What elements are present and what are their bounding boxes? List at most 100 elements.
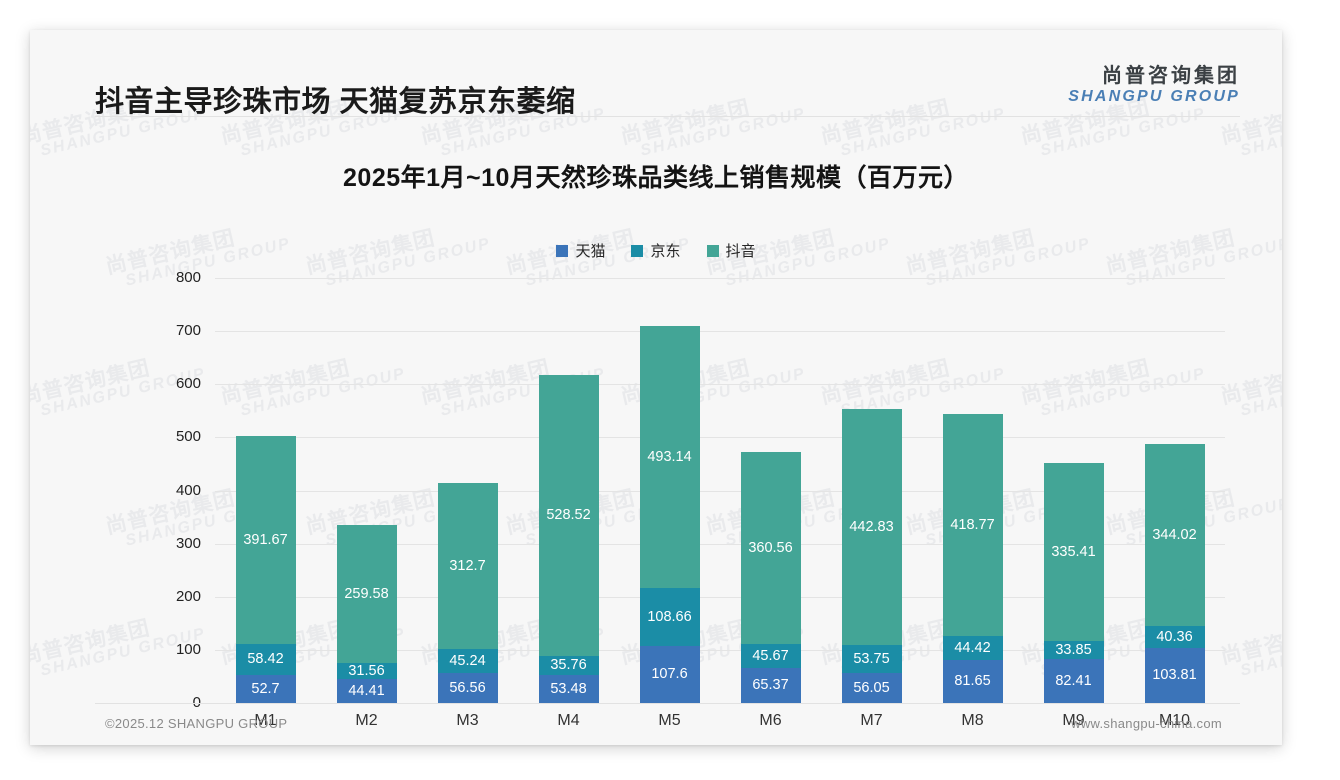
bar-segment-天猫[interactable]: 107.6: [639, 645, 700, 703]
bar-value-label: 53.75: [853, 650, 890, 667]
bar-value-label: 65.37: [752, 677, 789, 694]
x-axis-tick-label: M8: [961, 712, 984, 729]
gridline: [215, 490, 1225, 492]
bar-value-label: 312.7: [449, 557, 486, 574]
bar-value-label: 418.77: [950, 516, 995, 533]
page-title: 抖音主导珍珠市场 天猫复苏京东萎缩: [95, 86, 576, 118]
chart-area: 2025年1月~10月天然珍珠品类线上销售规模（百万元） 天猫 京东 抖音 800 7…: [30, 118, 1282, 729]
bar-value-label: 40.36: [1156, 628, 1193, 645]
header-divider: [95, 116, 1240, 117]
bar-segment-京东[interactable]: 45.24: [437, 648, 498, 673]
bar-value-label: 45.24: [449, 652, 486, 669]
bar-value-label: 442.83: [849, 518, 894, 535]
x-axis-tick-label: M6: [759, 712, 782, 729]
brand-name-cn: 尚普咨询集团: [1102, 65, 1240, 87]
bar-segment-抖音[interactable]: 391.67: [235, 435, 296, 644]
chart-plot-area: 8007006005004003002001000 391.6758.4252.…: [176, 269, 1225, 711]
y-axis-tick-label: 300: [175, 534, 201, 552]
bar-value-label: 35.76: [550, 656, 587, 673]
legend-item-京东[interactable]: 京东: [631, 240, 681, 261]
bar-value-label: 108.66: [647, 608, 692, 625]
x-axis-tick-label: M3: [456, 712, 479, 729]
y-axis-tick-label: 700: [175, 322, 201, 340]
bar-segment-京东[interactable]: 58.42: [235, 643, 296, 676]
x-axis: M1 M2 M3 M4 M5 M6 M7 M8 M9 M10: [215, 706, 1225, 736]
bar-column-M6[interactable]: 360.56 45.67 65.37: [740, 278, 801, 703]
bar-value-label: 391.67: [243, 531, 288, 548]
bar-segment-抖音[interactable]: 344.02: [1144, 443, 1205, 627]
slide-header: 抖音主导珍珠市场 天猫复苏京东萎缩 尚普咨询集团 SHANGPU GROUP: [30, 30, 1282, 118]
y-axis-tick-label: 400: [175, 481, 201, 499]
bar-column-M5[interactable]: 493.14 108.66 107.6: [639, 278, 700, 703]
bar-value-label: 58.42: [247, 651, 284, 668]
legend-swatch-icon: [556, 244, 569, 257]
footer-divider: [95, 703, 1240, 704]
bar-value-label: 44.42: [954, 639, 991, 656]
bar-segment-京东[interactable]: 108.66: [639, 588, 700, 646]
bar-segment-京东[interactable]: 33.85: [1043, 641, 1104, 660]
bar-column-M7[interactable]: 442.83 53.75 56.05: [841, 278, 902, 703]
bar-value-label: 259.58: [344, 585, 389, 602]
bar-value-label: 107.6: [651, 666, 688, 683]
bar-column-M9[interactable]: 335.41 33.85 82.41: [1043, 278, 1104, 703]
bar-column-M2[interactable]: 259.58 31.56 44.41: [336, 278, 397, 703]
bar-segment-京东[interactable]: 53.75: [841, 644, 902, 674]
bar-column-M4[interactable]: 528.52 35.76 53.48: [538, 278, 599, 703]
bar-segment-天猫[interactable]: 56.56: [437, 672, 498, 703]
bar-value-label: 360.56: [748, 540, 793, 556]
footer-website: www.shangpu-china.com: [1071, 716, 1222, 731]
bar-segment-抖音[interactable]: 418.77: [942, 413, 1003, 637]
bar-column-M10[interactable]: 344.02 40.36 103.81: [1144, 278, 1205, 703]
x-axis-tick-label: M7: [860, 712, 883, 729]
y-axis-tick-label: 100: [175, 640, 201, 658]
bar-column-M1[interactable]: 391.67 58.42 52.7: [235, 278, 296, 703]
brand-name-en: SHANGPU GROUP: [1068, 88, 1240, 105]
bar-value-label: 45.67: [752, 647, 789, 664]
x-axis-tick-label: M9: [1062, 712, 1085, 729]
bar-segment-天猫[interactable]: 53.48: [538, 674, 599, 703]
y-axis-tick-label: 0: [137, 694, 201, 711]
y-axis-tick-label: 600: [175, 375, 201, 393]
bar-value-label: 53.48: [550, 680, 587, 697]
slide-footer: ©2025.12 SHANGPU GROUP www.shangpu-china…: [30, 703, 1282, 745]
bar-segment-天猫[interactable]: 82.41: [1043, 659, 1104, 703]
gridline: [215, 331, 1225, 333]
brand-logo: 尚普咨询集团 SHANGPU GROUP: [1068, 66, 1240, 106]
bar-segment-抖音[interactable]: 493.14: [639, 326, 700, 589]
bar-segment-京东[interactable]: 31.56: [336, 662, 397, 680]
bar-segment-天猫[interactable]: 65.37: [740, 668, 801, 703]
bar-segment-天猫[interactable]: 81.65: [942, 659, 1003, 703]
x-axis-tick-label: M4: [557, 712, 580, 729]
legend-item-抖音[interactable]: 抖音: [706, 240, 756, 261]
bar-segment-京东[interactable]: 44.42: [942, 636, 1003, 660]
bar-segment-抖音[interactable]: 335.41: [1043, 463, 1104, 642]
bar-segment-天猫[interactable]: 52.7: [235, 675, 296, 703]
bar-segment-抖音[interactable]: 360.56: [740, 452, 801, 645]
bar-value-label: 82.41: [1055, 672, 1092, 689]
bar-segment-抖音[interactable]: 528.52: [538, 374, 599, 656]
bar-segment-抖音[interactable]: 312.7: [437, 482, 498, 649]
bar-value-label: 33.85: [1055, 642, 1092, 658]
bar-column-M8[interactable]: 418.77 44.42 81.65: [942, 278, 1003, 703]
legend-item-天猫[interactable]: 天猫: [556, 240, 605, 261]
chart-title: 2025年1月~10月天然珍珠品类线上销售规模（百万元）: [343, 164, 969, 192]
bar-column-M3[interactable]: 312.7 45.24 56.56: [437, 278, 498, 703]
chart-legend: 天猫 京东 抖音: [30, 240, 1282, 261]
bar-segment-抖音[interactable]: 259.58: [336, 524, 397, 663]
x-axis-tick-label: M10: [1158, 712, 1191, 729]
bar-segment-京东[interactable]: 40.36: [1144, 626, 1205, 648]
bar-segment-天猫[interactable]: 56.05: [841, 673, 902, 703]
bar-value-label: 528.52: [546, 506, 591, 523]
bar-segment-京东[interactable]: 45.67: [740, 644, 801, 669]
footer-copyright: ©2025.12 SHANGPU GROUP: [105, 716, 288, 731]
bar-segment-天猫[interactable]: 103.81: [1144, 647, 1205, 703]
bar-segment-抖音[interactable]: 442.83: [841, 409, 902, 645]
bar-value-label: 81.65: [954, 673, 991, 690]
bar-segment-京东[interactable]: 35.76: [538, 655, 599, 675]
bar-segment-天猫[interactable]: 44.41: [336, 679, 397, 703]
legend-label: 抖音: [725, 243, 756, 260]
bar-value-label: 31.56: [348, 662, 385, 679]
y-axis-tick-label: 800: [175, 269, 201, 286]
bar-value-label: 56.05: [853, 679, 890, 696]
bar-columns: 391.67 58.42 52.7 259.58 31.56 44.41 312.7 45.2…: [215, 278, 1225, 703]
